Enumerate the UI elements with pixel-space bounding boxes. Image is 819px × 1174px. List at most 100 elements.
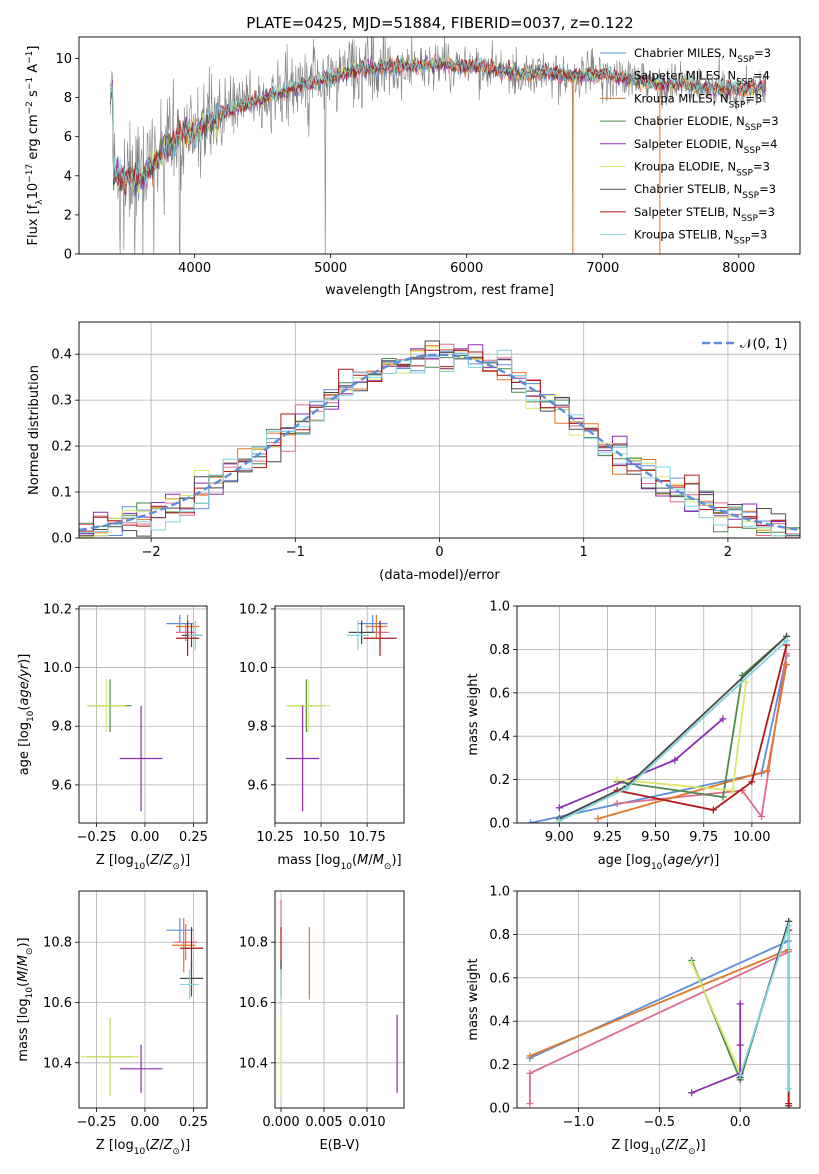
y-tick-label: 0.8 [489,643,510,658]
x-tick-label: 0 [435,545,443,560]
y-tick-label: 0.8 [489,928,510,943]
series-marker [736,1000,744,1008]
x-axis-label: wavelength [Angstrom, rest frame] [325,283,554,298]
x-axis-label: Z [log10(Z/Z⊙)] [96,853,190,872]
legend-label: Kroupa STELIB, NSSP=3 [634,228,767,247]
series-line-kroupa-miles [529,948,790,1057]
x-tick-label: 0.010 [348,1115,385,1130]
axes-frame [516,605,801,824]
y-tick-label: 9.6 [247,778,268,793]
x-axis-label: mass [log10(M/M⊙)] [277,853,401,872]
chart-weights-vs-Z: −1.0 −0.5 0.0 0.0 0.2 0.4 0.6 0.8 1.0 Z [log10(Z/… [466,885,801,1157]
legend: Chabrier MILES, NSSP=3 Salpeter MILES, NS… [600,46,779,247]
chart-age-vs-mass: 10.25 10.50 10.75 9.6 9.8 10.0 10.2 mass [log10… [239,602,405,872]
x-tick-label: 9.75 [689,830,718,845]
y-tick-label: 10.6 [239,996,268,1011]
x-tick-label: 0.25 [179,1115,208,1130]
y-tick-label: 9.8 [51,720,72,735]
x-tick-label: 5000 [314,261,347,276]
y-tick-label: 0.4 [51,348,72,363]
axes-frame [516,890,801,1109]
plot-area [86,614,204,812]
figure-title: PLATE=0425, MJD=51884, FIBERID=0037, z=0… [246,14,633,32]
series-marker [526,1052,534,1060]
y-tick-label: 0.0 [489,817,510,832]
x-axis-label: Z [log10(Z/Z⊙)] [96,1138,190,1157]
x-tick-label: 0.000 [262,1115,299,1130]
axes-frame [274,605,405,824]
axes-frame [78,605,208,824]
legend-label: Kroupa ELODIE, NSSP=3 [634,160,770,179]
series-marker [785,1084,793,1092]
series-marker [623,784,631,792]
x-axis-label: age [log10(age/yr)] [598,853,720,872]
histogram-chabrier-stelib [79,340,800,537]
x-tick-label: 0.25 [179,830,208,845]
y-tick-label: 0.6 [489,686,510,701]
series-marker [613,799,621,807]
y-tick-label: 10.0 [43,661,72,676]
x-tick-label: 0.005 [305,1115,342,1130]
y-axis-label: mass weight [466,673,481,755]
x-axis-label: E(B-V) [319,1138,359,1153]
y-tick-label: 10.4 [239,1056,268,1071]
y-tick-label: 8 [64,91,72,106]
x-tick-label: 10.25 [256,830,293,845]
series-line-salpeter-stelib [616,644,788,811]
y-tick-label: 0 [64,248,72,263]
chart-spectrum: 4000 5000 6000 7000 8000 0 2 4 6 8 10 wavelength [A… [25,36,801,298]
series-marker [709,806,717,814]
y-axis-label: Normed distribution [27,365,42,495]
x-tick-label: 0.00 [130,830,159,845]
axes-frame [78,321,801,539]
histogram-kroupa-stelib [79,349,800,537]
x-tick-label: 4000 [178,261,211,276]
legend-label: Salpeter ELODIE, NSSP=4 [634,137,777,156]
axes-frame [78,36,801,255]
x-axis-label: (data-model)/error [379,568,500,583]
y-tick-label: 10.2 [239,602,268,617]
series-marker [736,1071,744,1079]
normal-curve [79,353,800,532]
legend-label: Salpeter STELIB, NSSP=3 [634,205,775,224]
y-axis-label: Flux [fλ10−17 erg cm−2 s−1 A−1] [25,46,45,246]
y-tick-label: 10.0 [239,661,268,676]
y-tick-label: 4 [64,169,72,184]
y-tick-label: 0.0 [51,532,72,547]
series-marker [526,1100,534,1108]
series-marker [757,812,765,820]
y-tick-label: 10.8 [239,936,268,951]
y-tick-label: 0.6 [489,971,510,986]
y-tick-label: 2 [64,208,72,223]
axes-frame [78,890,208,1109]
x-tick-label: −1 [286,545,305,560]
x-tick-label: 9.50 [641,830,670,845]
y-tick-label: 9.8 [247,720,268,735]
legend-label: Chabrier MILES, NSSP=3 [634,46,771,65]
legend-label: 𝒩(0, 1) [740,337,787,352]
series-marker [688,1089,696,1097]
spectrum-model-kroupa-stelib [109,54,766,188]
series-marker [688,959,696,967]
y-tick-label: 10.6 [43,996,72,1011]
series-marker [783,661,791,669]
chart-residuals: −2 −1 0 1 2 0.0 0.1 0.2 0.3 0.4 (data-model)/error… [27,321,801,583]
y-tick-label: 0.2 [489,773,510,788]
series-marker [555,804,563,812]
chart-mass-vs-Z: −0.25 0.00 0.25 10.4 10.6 10.8 Z [log10(Z/Z⊙)]… [16,890,208,1157]
series-marker [785,1100,793,1108]
y-tick-label: 0.2 [489,1058,510,1073]
y-tick-label: 10.4 [43,1056,72,1071]
y-tick-label: 10 [55,52,72,67]
x-tick-label: 9.00 [545,830,574,845]
chart-age-vs-Z: −0.25 0.00 0.25 9.6 9.8 10.0 10.2 Z [log10(Z/Z⊙… [17,602,208,872]
legend-label: Salpeter MILES, NSSP=4 [634,69,770,88]
series-marker [719,793,727,801]
x-tick-label: −0.25 [77,1115,117,1130]
plot-area [80,918,204,1096]
x-axis-label: Z [log10(Z/Z⊙)] [611,1138,705,1157]
plot-area [79,340,800,538]
x-tick-label: 2 [724,545,732,560]
series-marker [594,815,602,823]
